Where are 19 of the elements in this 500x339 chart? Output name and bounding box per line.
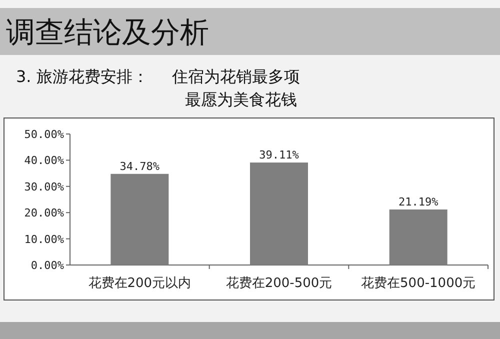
data-label: 39.11% [259, 148, 300, 162]
data-label: 34.78% [120, 160, 160, 173]
data-label: 21.19% [398, 195, 439, 208]
bar [250, 162, 308, 265]
y-tick-label: 30.00% [24, 180, 64, 194]
bar [389, 209, 448, 265]
y-tick-label: 50.00% [24, 128, 64, 141]
y-tick-label: 0.00% [30, 259, 64, 272]
x-tick-label: 花费在200-500元 [226, 276, 332, 291]
chart-title: 调查结论及分析 [6, 15, 209, 49]
chart-subtitle: 3. 旅游花费安排： [16, 67, 148, 86]
x-tick-label: 花费在500-1000元 [361, 276, 476, 291]
y-tick-label: 10.00% [24, 232, 64, 246]
text: 住宿为花销最多项 [171, 67, 300, 86]
y-tick-label: 20.00% [24, 206, 64, 220]
y-tick-label: 40.00% [24, 154, 64, 168]
text: 最愿为美食花钱 [185, 90, 297, 109]
bar [110, 174, 169, 265]
x-tick-label: 花费在200元以内 [88, 276, 192, 291]
